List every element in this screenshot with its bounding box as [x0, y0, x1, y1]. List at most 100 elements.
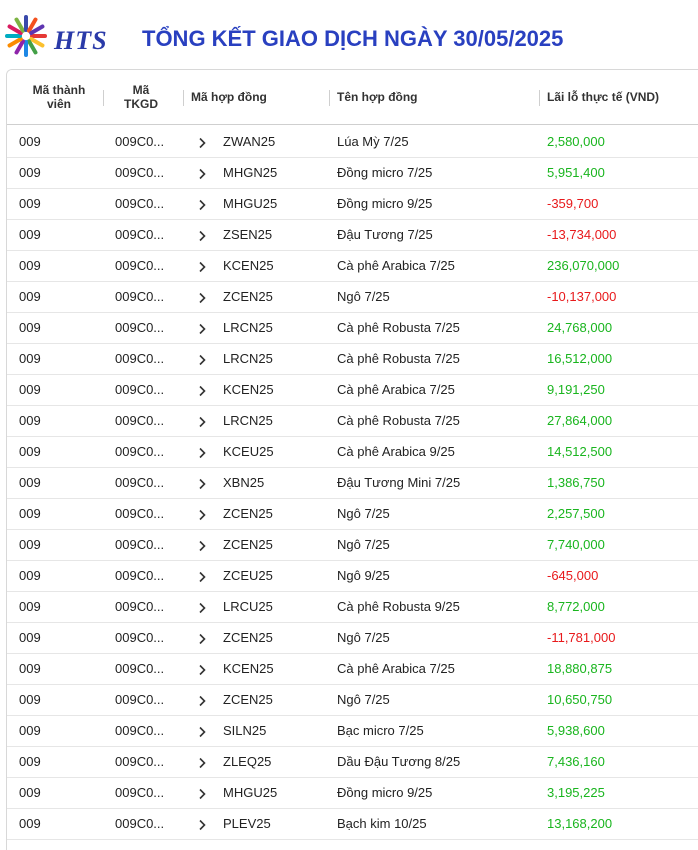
table-row[interactable]: 009 009C0... ZWAN25 Lúa Mỳ 7/25 2,580,000 — [7, 127, 698, 158]
chevron-right-icon[interactable] — [197, 747, 207, 777]
table-row[interactable]: 009 009C0... PLEV25 Bạch kim 10/25 13,168,20… — [7, 809, 698, 840]
chevron-right-icon[interactable] — [197, 220, 207, 250]
contract-name-cell: Cà phê Arabica 9/25 — [337, 444, 455, 459]
account-code-cell: 009C0... — [115, 258, 165, 273]
table-row[interactable]: 009 009C0... ZCEN25 Ngô 7/25 -10,137,000 — [7, 282, 698, 313]
table-row[interactable]: 009 009C0... MHGU25 Đồng micro 9/25 3,195,22… — [7, 778, 698, 809]
realized-pnl-cell: 1,386,750 — [547, 475, 605, 490]
contract-name-cell: Dầu Đậu Tương 8/25 — [337, 754, 461, 769]
chevron-right-icon[interactable] — [197, 251, 207, 281]
table-header: Mã thành viên Mã TKGD Mã hợp đồng Tên hợ… — [7, 70, 698, 125]
contract-code-cell: XBN25 — [223, 475, 265, 490]
contract-name-cell: Đồng micro 7/25 — [337, 165, 433, 180]
account-code-cell: 009C0... — [115, 599, 165, 614]
contract-code-cell: ZWAN25 — [223, 134, 276, 149]
contract-name-cell: Ngô 7/25 — [337, 506, 390, 521]
member-code-cell: 009 — [19, 382, 41, 397]
chevron-right-icon[interactable] — [197, 158, 207, 188]
chevron-right-icon[interactable] — [197, 809, 207, 839]
chevron-right-icon[interactable] — [197, 127, 207, 157]
member-code-cell: 009 — [19, 320, 41, 335]
chevron-right-icon[interactable] — [197, 778, 207, 808]
table-row[interactable]: 009 009C0... SILN25 Bạc micro 7/25 5,938,600 — [7, 716, 698, 747]
realized-pnl-cell: 14,512,500 — [547, 444, 613, 459]
chevron-right-icon[interactable] — [197, 375, 207, 405]
contract-code-cell: KCEN25 — [223, 258, 274, 273]
chevron-right-icon[interactable] — [197, 189, 207, 219]
chevron-right-icon[interactable] — [197, 344, 207, 374]
realized-pnl-cell: 5,938,600 — [547, 723, 605, 738]
contract-code-cell: KCEU25 — [223, 444, 274, 459]
chevron-right-icon[interactable] — [197, 654, 207, 684]
contract-name-cell: Ngô 7/25 — [337, 537, 390, 552]
realized-pnl-cell: 10,650,750 — [547, 692, 613, 707]
table-row[interactable]: 009 009C0... ZCEN25 Ngô 7/25 -11,781,000 — [7, 623, 698, 654]
realized-pnl-cell: -359,700 — [547, 196, 599, 211]
member-code-cell: 009 — [19, 196, 41, 211]
table-row[interactable]: 009 009C0... ZCEN25 Ngô 7/25 2,257,500 — [7, 499, 698, 530]
chevron-right-icon[interactable] — [197, 561, 207, 591]
table-body: 009 009C0... ZWAN25 Lúa Mỳ 7/25 2,580,000 009… — [7, 127, 698, 840]
member-code-cell: 009 — [19, 754, 41, 769]
col-member-code[interactable]: Mã thành viên — [19, 70, 99, 124]
table-row[interactable]: 009 009C0... XBN25 Đậu Tương Mini 7/25 1,386… — [7, 468, 698, 499]
realized-pnl-cell: 8,772,000 — [547, 599, 605, 614]
member-code-cell: 009 — [19, 785, 41, 800]
member-code-cell: 009 — [19, 723, 41, 738]
col-account-code[interactable]: Mã TKGD — [103, 70, 171, 124]
realized-pnl-cell: -11,781,000 — [547, 630, 616, 645]
account-code-cell: 009C0... — [115, 165, 165, 180]
table-row[interactable]: 009 009C0... MHGN25 Đồng micro 7/25 5,951,40… — [7, 158, 698, 189]
realized-pnl-cell: 2,580,000 — [547, 134, 605, 149]
contract-code-cell: ZCEN25 — [223, 537, 273, 552]
realized-pnl-cell: -13,734,000 — [547, 227, 617, 242]
chevron-right-icon[interactable] — [197, 530, 207, 560]
chevron-right-icon[interactable] — [197, 716, 207, 746]
page-title: TỔNG KẾT GIAO DỊCH NGÀY 30/05/2025 — [142, 26, 564, 51]
chevron-right-icon[interactable] — [197, 499, 207, 529]
table-row[interactable]: 009 009C0... LRCN25 Cà phê Robusta 7/25 27,8… — [7, 406, 698, 437]
table-row[interactable]: 009 009C0... ZSEN25 Đậu Tương 7/25 -13,734,0… — [7, 220, 698, 251]
contract-code-cell: KCEN25 — [223, 661, 274, 676]
col-account-code-label: Mã TKGD — [124, 83, 158, 111]
col-contract-code[interactable]: Mã hợp đồng — [183, 70, 321, 124]
realized-pnl-cell: 16,512,000 — [547, 351, 613, 366]
table-row[interactable]: 009 009C0... KCEN25 Cà phê Arabica 7/25 9,19… — [7, 375, 698, 406]
table-row[interactable]: 009 009C0... LRCN25 Cà phê Robusta 7/25 16,5… — [7, 344, 698, 375]
contract-code-cell: ZSEN25 — [223, 227, 273, 242]
table-row[interactable]: 009 009C0... KCEN25 Cà phê Arabica 7/25 236,… — [7, 251, 698, 282]
col-realized-pnl[interactable]: Lãi lỗ thực tế (VND) — [539, 70, 697, 124]
member-code-cell: 009 — [19, 816, 41, 831]
table-row[interactable]: 009 009C0... ZCEU25 Ngô 9/25 -645,000 — [7, 561, 698, 592]
chevron-right-icon[interactable] — [197, 685, 207, 715]
table-row[interactable]: 009 009C0... ZCEN25 Ngô 7/25 7,740,000 — [7, 530, 698, 561]
chevron-right-icon[interactable] — [197, 592, 207, 622]
member-code-cell: 009 — [19, 661, 41, 676]
account-code-cell: 009C0... — [115, 196, 165, 211]
contract-code-cell: LRCN25 — [223, 351, 273, 366]
contract-code-cell: SILN25 — [223, 723, 267, 738]
account-code-cell: 009C0... — [115, 134, 165, 149]
chevron-right-icon[interactable] — [197, 437, 207, 467]
member-code-cell: 009 — [19, 630, 41, 645]
member-code-cell: 009 — [19, 413, 41, 428]
table-row[interactable]: 009 009C0... ZLEQ25 Dầu Đậu Tương 8/25 7,436… — [7, 747, 698, 778]
col-contract-name[interactable]: Tên hợp đồng — [329, 70, 527, 124]
realized-pnl-cell: -10,137,000 — [547, 289, 617, 304]
table-row[interactable]: 009 009C0... MHGU25 Đồng micro 9/25 -359,700 — [7, 189, 698, 220]
member-code-cell: 009 — [19, 692, 41, 707]
member-code-cell: 009 — [19, 289, 41, 304]
chevron-right-icon[interactable] — [197, 282, 207, 312]
member-code-cell: 009 — [19, 568, 41, 583]
table-row[interactable]: 009 009C0... KCEU25 Cà phê Arabica 9/25 14,5… — [7, 437, 698, 468]
table-row[interactable]: 009 009C0... LRCN25 Cà phê Robusta 7/25 24,7… — [7, 313, 698, 344]
contract-name-cell: Bạc micro 7/25 — [337, 723, 424, 738]
table-row[interactable]: 009 009C0... LRCU25 Cà phê Robusta 9/25 8,77… — [7, 592, 698, 623]
chevron-right-icon[interactable] — [197, 406, 207, 436]
table-row[interactable]: 009 009C0... ZCEN25 Ngô 7/25 10,650,750 — [7, 685, 698, 716]
chevron-right-icon[interactable] — [197, 313, 207, 343]
chevron-right-icon[interactable] — [197, 623, 207, 653]
table-row[interactable]: 009 009C0... KCEN25 Cà phê Arabica 7/25 18,8… — [7, 654, 698, 685]
chevron-right-icon[interactable] — [197, 468, 207, 498]
contract-name-cell: Đậu Tương 7/25 — [337, 227, 433, 242]
